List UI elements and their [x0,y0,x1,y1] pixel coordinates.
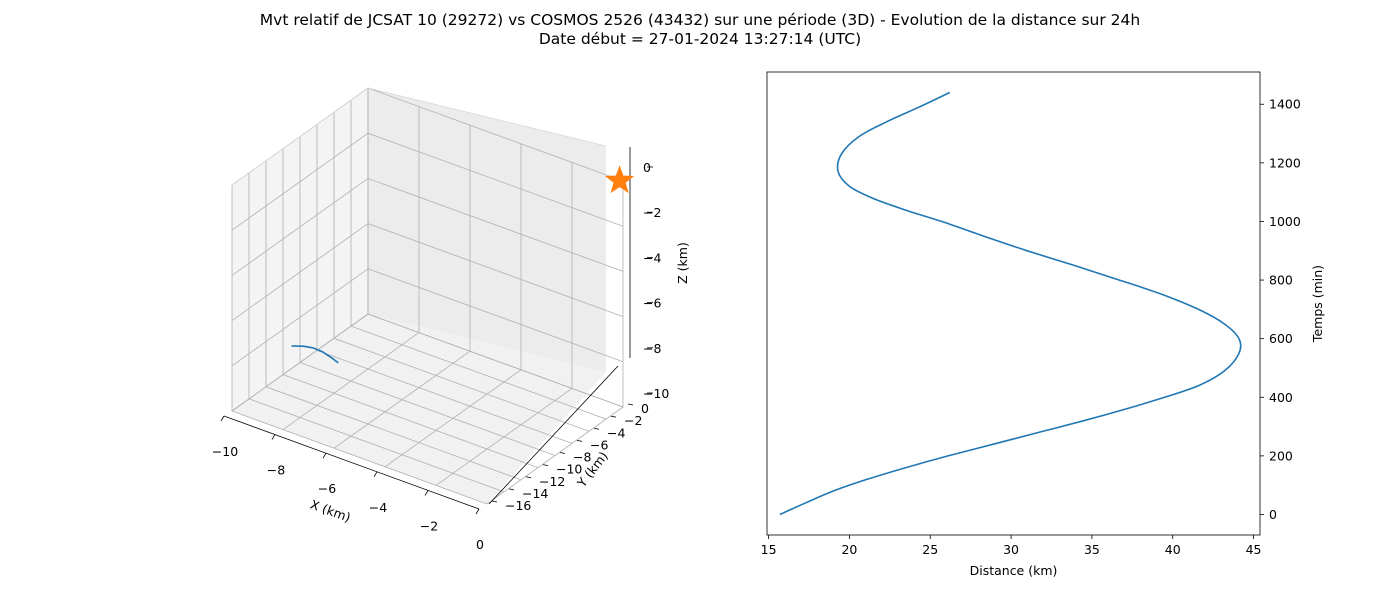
y-tick-label: −8 [573,450,591,465]
grid-line-z [231,268,624,367]
y-tick [559,452,566,454]
distance-curve [779,91,1242,516]
y-tick-label: 800 [1269,273,1293,288]
y-tick-label: 600 [1269,331,1293,346]
x-axis-label: X (km) [308,497,352,525]
y-tick-label: 0 [641,401,649,416]
y-tick [627,403,634,406]
y-tick-label: −14 [522,486,548,501]
y-tick [508,488,515,491]
y-tick [542,464,549,467]
x-tick-label: 45 [1246,542,1262,557]
trajectory-3d-chart: −10−8−6−4−200−2−4−6−8−10−12−14−160−2−4−6… [212,87,690,552]
z-axis-label: Z (km) [675,242,690,284]
y-tick-label: 200 [1269,448,1293,463]
y-axis-label: Temps (min) [1310,265,1325,343]
x-tick-label: −10 [212,444,238,459]
pane-top-edge [231,87,607,186]
y-tick-label: −2 [624,413,642,428]
plot-frame [766,71,1261,536]
y-tick-label: 0 [1269,507,1277,522]
star-marker [604,165,635,194]
x-tick [322,452,327,459]
y-tick-label: 400 [1269,390,1293,405]
y-tick-label: −16 [505,498,531,513]
x-tick-label: 20 [841,542,857,557]
y-tick-label: 1200 [1269,155,1301,170]
x-tick-label: 35 [1084,542,1100,557]
x-tick-label: 15 [761,542,777,557]
pane-floor [232,314,606,504]
y-tick-label: 1400 [1269,97,1301,112]
x-tick [220,415,225,422]
y-tick [593,427,600,430]
y-tick-label: −10 [556,462,582,477]
pane-back [368,88,606,372]
y-tick-label: −12 [539,474,565,489]
x-tick [475,508,480,515]
x-tick [373,471,378,478]
y-tick-label: 1000 [1269,214,1301,229]
y-tick [576,439,583,442]
distance-time-chart: 15 20 25 30 35 40 45 0 200 400 600 800 1000 1200 1400 D… [761,71,1325,578]
grid-line-z [231,177,624,276]
z-tick-label: 0 [643,160,651,175]
x-axis-line [223,415,480,510]
grid-line-z [231,132,624,231]
z-tick-label: −6 [643,296,661,311]
y-tick-label: −6 [590,437,608,452]
x-tick-label: 25 [922,542,938,557]
x-tick-label: −6 [318,481,336,496]
x-tick [424,490,429,496]
x-tick-label: 30 [1003,542,1019,557]
x-axis-label: Distance (km) [970,563,1058,578]
y-tick [525,476,532,479]
y-axis-line [488,365,619,505]
x-tick-label: −8 [267,463,285,478]
x-tick-label: 40 [1165,542,1181,557]
y-tick-label: −4 [607,425,625,440]
y-tick [491,500,498,503]
z-tick-label: −2 [643,205,661,220]
x-tick-label: 0 [476,537,484,552]
figure-title-line1: Mvt relatif de JCSAT 10 (29272) vs COSMO… [260,11,1140,29]
x-tick-label: −4 [369,500,387,515]
x-tick [271,434,276,440]
x-tick-label: −2 [420,518,438,533]
trajectory-line [291,345,339,364]
figure-title-line2: Date début = 27-01-2024 13:27:14 (UTC) [539,30,861,48]
grid-line-z [231,223,624,321]
y-tick [610,415,617,418]
z-tick-label: −4 [643,250,661,265]
grid-line-z [231,313,624,412]
z-tick-label: −10 [643,386,669,401]
z-tick-label: −8 [643,341,661,356]
